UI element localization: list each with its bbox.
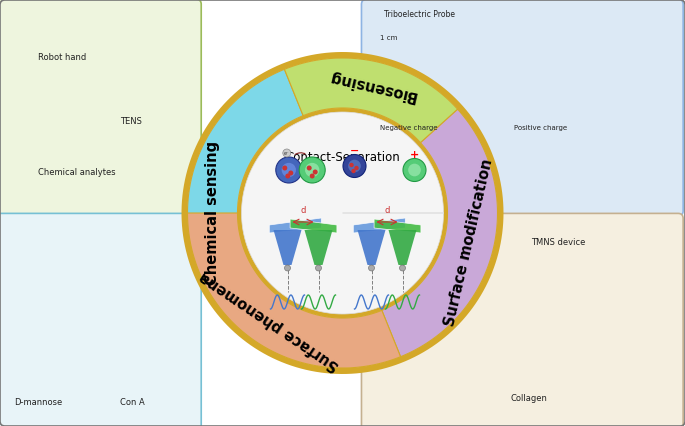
Polygon shape [269, 218, 321, 233]
Polygon shape [353, 218, 406, 233]
Circle shape [408, 164, 421, 176]
Circle shape [316, 265, 321, 271]
Circle shape [305, 163, 319, 177]
Text: TMNS device: TMNS device [531, 238, 585, 248]
Circle shape [276, 157, 302, 183]
Polygon shape [388, 230, 416, 265]
Polygon shape [284, 58, 458, 143]
Text: Robot hand: Robot hand [38, 53, 86, 62]
Text: d: d [384, 206, 390, 215]
Polygon shape [305, 230, 332, 265]
Circle shape [354, 166, 359, 170]
Circle shape [307, 165, 312, 170]
FancyBboxPatch shape [0, 0, 201, 216]
Text: −: − [350, 146, 359, 156]
Circle shape [288, 170, 293, 176]
Circle shape [343, 155, 366, 178]
Text: Negative charge: Negative charge [380, 125, 438, 131]
Polygon shape [188, 213, 401, 368]
Text: Biosensing: Biosensing [326, 69, 417, 104]
Text: e⁻: e⁻ [284, 150, 290, 155]
Text: Con A: Con A [120, 398, 145, 407]
Circle shape [299, 157, 325, 183]
Text: Chemical analytes: Chemical analytes [38, 168, 115, 177]
Polygon shape [382, 109, 497, 357]
Circle shape [282, 163, 296, 177]
Text: 1 cm: 1 cm [380, 35, 397, 41]
Polygon shape [290, 219, 337, 233]
Circle shape [283, 149, 291, 157]
Polygon shape [238, 108, 447, 318]
Circle shape [310, 173, 314, 178]
Text: d: d [300, 206, 306, 215]
Text: Surface modification: Surface modification [443, 157, 496, 328]
Circle shape [399, 265, 406, 271]
FancyBboxPatch shape [362, 213, 683, 426]
Circle shape [282, 165, 287, 170]
Circle shape [312, 170, 318, 175]
Text: TENS: TENS [120, 117, 142, 126]
Text: Collagen: Collagen [510, 394, 547, 403]
Polygon shape [182, 52, 503, 374]
Polygon shape [358, 230, 386, 265]
Circle shape [349, 163, 353, 167]
Text: Contact-Separation: Contact-Separation [285, 152, 400, 164]
Text: Triboelectric Probe: Triboelectric Probe [384, 10, 455, 20]
Text: Positive charge: Positive charge [514, 125, 567, 131]
Circle shape [351, 169, 356, 173]
Text: +: + [410, 150, 419, 160]
Circle shape [348, 160, 361, 173]
Polygon shape [273, 230, 301, 265]
FancyBboxPatch shape [0, 213, 201, 426]
Circle shape [285, 173, 290, 178]
Polygon shape [188, 69, 303, 357]
FancyArrowPatch shape [295, 153, 305, 155]
Text: Surface phenomena: Surface phenomena [197, 268, 342, 373]
Circle shape [284, 265, 290, 271]
Polygon shape [374, 219, 421, 233]
Circle shape [369, 265, 375, 271]
Text: D-mannose: D-mannose [14, 398, 62, 407]
FancyBboxPatch shape [362, 0, 683, 216]
Text: Chemical sensing: Chemical sensing [205, 141, 220, 285]
Circle shape [403, 158, 426, 181]
Polygon shape [242, 112, 443, 314]
